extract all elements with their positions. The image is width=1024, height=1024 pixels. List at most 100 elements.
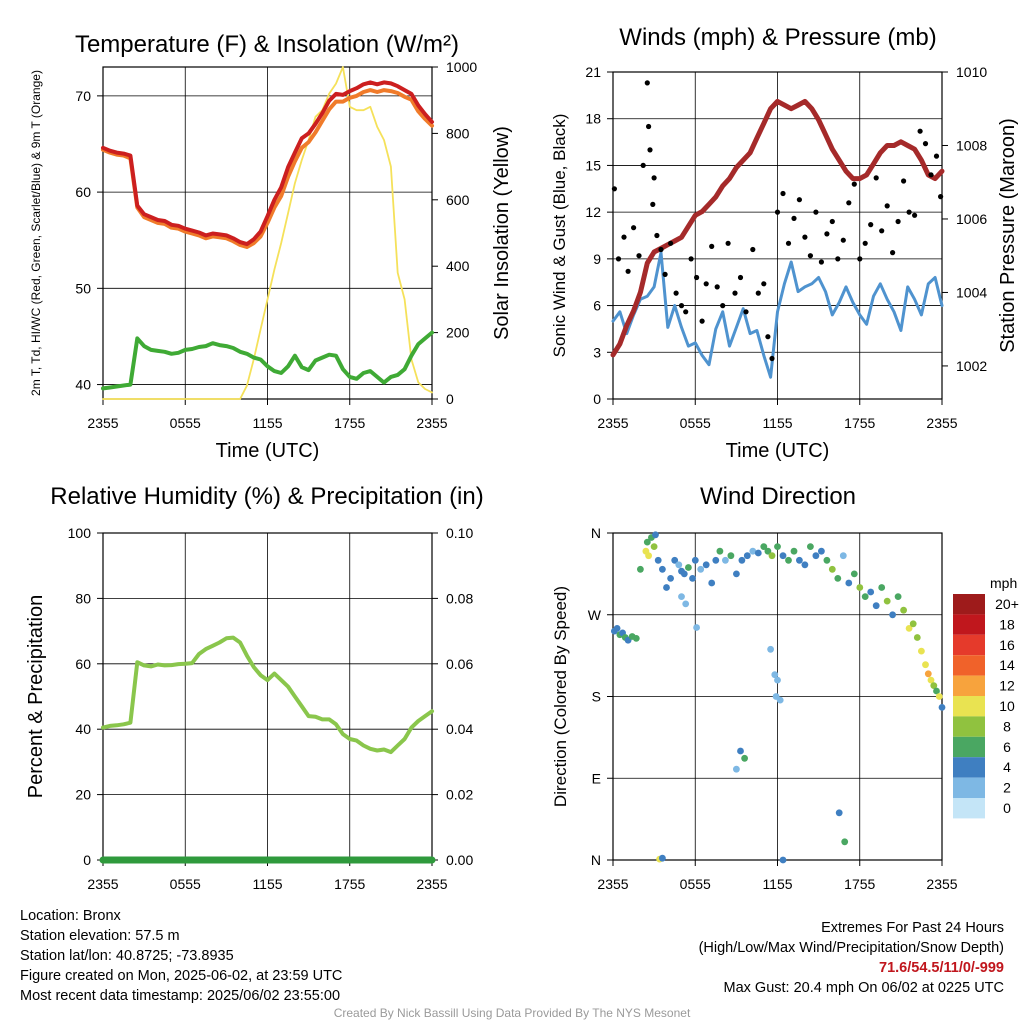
legend-label: 10 — [999, 698, 1015, 714]
direction-point — [671, 556, 679, 564]
gust-point — [884, 203, 890, 209]
xtick-label: 0555 — [170, 876, 201, 892]
xtick-label: 2355 — [87, 415, 118, 431]
direction-point — [691, 556, 699, 564]
gust-point — [755, 290, 761, 296]
ytick-label-left: 60 — [75, 656, 91, 672]
ytick-label-right: 400 — [446, 258, 470, 274]
direction-point — [737, 747, 744, 755]
direction-point — [909, 620, 917, 628]
gust-point — [625, 268, 631, 274]
ytick-label-right: 200 — [446, 325, 470, 341]
direction-point — [889, 611, 896, 619]
ytick-label-right: 600 — [446, 192, 470, 208]
ytick-label-right: 0.10 — [446, 525, 473, 541]
direction-point — [659, 854, 666, 862]
series-line-2m-t — [101, 80, 434, 247]
direction-point — [613, 625, 621, 632]
legend-label: 12 — [999, 678, 1015, 694]
direction-point — [927, 676, 935, 684]
gust-point — [928, 172, 934, 178]
direction-point — [632, 635, 640, 642]
direction-point — [841, 838, 849, 846]
legend-swatch — [953, 655, 985, 676]
gust-point — [879, 228, 885, 234]
direction-point — [768, 552, 776, 560]
direction-point — [930, 682, 938, 689]
temperature-insolation-panel: 40 50 60 70 0 200 400 600 800 1000 2355 0555 1155 175… — [29, 31, 513, 462]
xtick-label: 1155 — [252, 415, 282, 431]
gust-point — [906, 209, 912, 215]
gust-point — [922, 141, 929, 147]
ytick-label-right: 0.08 — [446, 590, 473, 606]
legend-swatch — [953, 777, 985, 798]
gust-point — [611, 186, 618, 192]
legend-label: 18 — [999, 616, 1015, 632]
ytick-label-left: 40 — [75, 377, 91, 393]
xtick-label: 2355 — [926, 415, 957, 431]
direction-point — [697, 565, 705, 573]
direction-point — [685, 564, 692, 571]
legend-label: 2 — [1003, 780, 1011, 796]
legend-swatch — [953, 798, 985, 819]
direction-point — [643, 538, 651, 546]
gust-point — [765, 334, 771, 340]
gust-point — [668, 240, 674, 246]
series-line-9m-t — [101, 88, 434, 249]
footer-credit: Created By Nick Bassill Using Data Provi… — [333, 1006, 691, 1020]
legend-swatch — [953, 716, 985, 737]
gust-point — [673, 290, 679, 296]
direction-point — [872, 602, 880, 610]
direction-point — [818, 547, 825, 555]
xtick-label: 2355 — [597, 876, 628, 892]
ytick-label-left: 0 — [83, 852, 91, 868]
ytick-label-left: 70 — [75, 88, 91, 104]
direction-point — [722, 556, 729, 564]
ytick-label-left: 80 — [75, 590, 91, 606]
series-line-wind — [611, 251, 944, 379]
ytick-label-left: 50 — [75, 280, 91, 296]
ytick-label-left: E — [592, 770, 601, 786]
extremes-subtitle: (High/Low/Max Wind/Precipitation/Snow De… — [698, 940, 1004, 956]
y-axis-label-right: Station Pressure (Maroon) — [997, 118, 1019, 353]
gust-point — [636, 253, 642, 259]
series-line-rh — [101, 635, 434, 755]
direction-point — [913, 634, 921, 641]
direction-point — [779, 552, 787, 560]
ytick-label-left: 40 — [75, 721, 91, 737]
xtick-label: 1755 — [844, 415, 875, 431]
gust-point — [621, 234, 627, 240]
gust-point — [699, 318, 705, 324]
direction-point — [801, 561, 809, 569]
direction-point — [743, 552, 751, 560]
ytick-label-right: 0.04 — [446, 721, 473, 737]
xtick-label: 1755 — [334, 876, 365, 892]
direction-point — [771, 671, 779, 679]
ytick-label-right: 1008 — [956, 137, 987, 153]
legend-label: 4 — [1003, 759, 1011, 775]
ytick-label-left: 100 — [68, 525, 92, 541]
gust-point — [933, 153, 940, 159]
ytick-label-right: 0.02 — [446, 787, 473, 803]
legend-title: mph — [990, 575, 1017, 591]
direction-point — [764, 547, 772, 555]
max-gust: Max Gust: 20.4 mph On 06/02 at 0225 UTC — [723, 980, 1004, 996]
direction-point — [785, 556, 792, 564]
gust-point — [846, 200, 852, 206]
gust-point — [780, 190, 786, 197]
xtick-label: 2355 — [597, 415, 628, 431]
direction-point — [678, 593, 685, 600]
gust-point — [714, 284, 720, 290]
gust-point — [683, 309, 689, 315]
station-latlon: Station lat/lon: 40.8725; -73.8935 — [20, 948, 234, 964]
direction-point — [716, 547, 724, 555]
direction-point — [835, 809, 843, 817]
station-info: Location: Bronx Station elevation: 57.5 … — [20, 906, 342, 1006]
chart-title: Temperature (F) & Insolation (W/m²) — [75, 31, 459, 58]
station-elevation: Station elevation: 57.5 m — [20, 928, 180, 944]
direction-point — [839, 552, 847, 560]
direction-point — [924, 670, 932, 678]
direction-point — [776, 696, 784, 704]
gust-point — [824, 231, 830, 237]
